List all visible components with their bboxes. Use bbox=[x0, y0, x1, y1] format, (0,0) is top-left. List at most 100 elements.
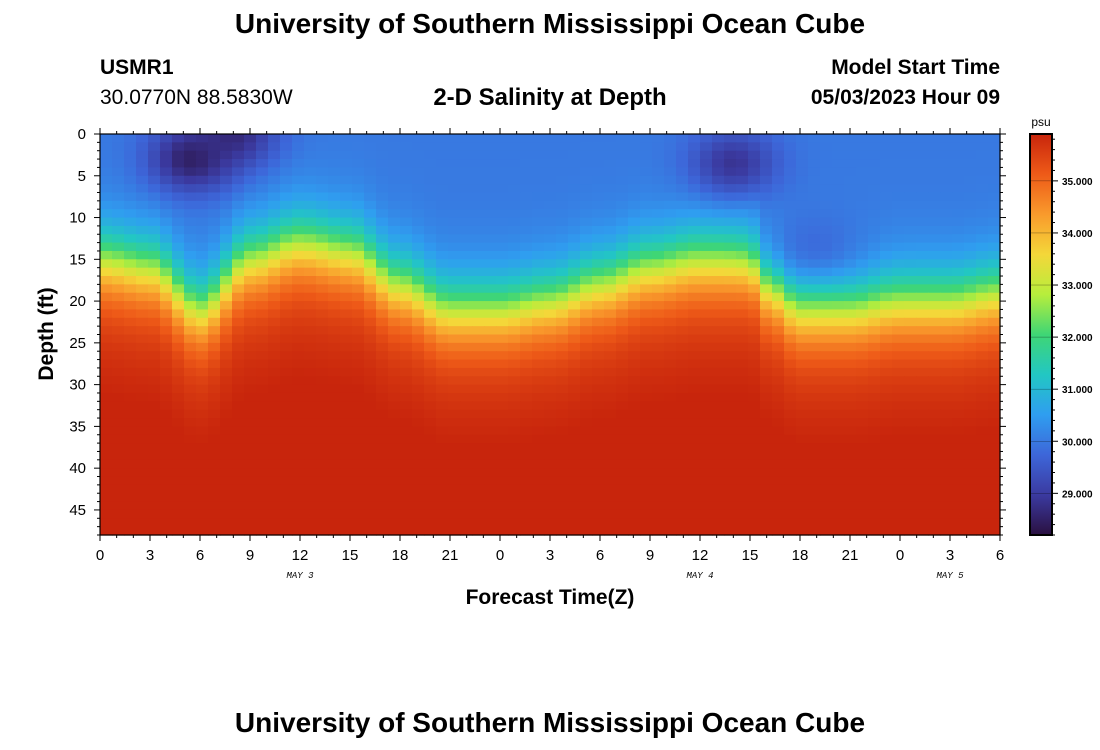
heatmap-cell bbox=[976, 309, 989, 319]
heatmap-cell bbox=[124, 142, 137, 152]
heatmap-cell bbox=[184, 159, 197, 169]
heatmap-cell bbox=[712, 309, 725, 319]
heatmap-cell bbox=[688, 526, 701, 536]
heatmap-cell bbox=[544, 167, 557, 177]
heatmap-cell bbox=[760, 167, 773, 177]
heatmap-cell bbox=[952, 184, 965, 194]
heatmap-cell bbox=[496, 192, 509, 202]
heatmap-cell bbox=[256, 501, 269, 511]
heatmap-cell bbox=[472, 401, 485, 411]
heatmap-cell bbox=[688, 309, 701, 319]
heatmap-cell bbox=[472, 392, 485, 402]
heatmap-cell bbox=[136, 175, 149, 185]
heatmap-cell bbox=[940, 351, 953, 361]
heatmap-cell bbox=[124, 175, 137, 185]
heatmap-cell bbox=[484, 392, 497, 402]
heatmap-cell bbox=[328, 342, 341, 352]
heatmap-cell bbox=[772, 434, 785, 444]
heatmap-cell bbox=[952, 367, 965, 377]
heatmap-cell bbox=[580, 259, 593, 269]
heatmap-cell bbox=[244, 326, 257, 336]
heatmap-cell bbox=[316, 342, 329, 352]
heatmap-cell bbox=[952, 392, 965, 402]
heatmap-cell bbox=[808, 159, 821, 169]
heatmap-cell bbox=[808, 150, 821, 160]
heatmap-cell bbox=[484, 518, 497, 528]
heatmap-cell bbox=[964, 276, 977, 285]
heatmap-cell bbox=[316, 284, 329, 294]
heatmap-cell bbox=[916, 392, 929, 402]
heatmap-cell bbox=[388, 426, 401, 436]
heatmap-cell bbox=[340, 501, 353, 511]
heatmap-cell bbox=[832, 134, 845, 143]
heatmap-cell bbox=[952, 175, 965, 185]
heatmap-cell bbox=[940, 342, 953, 352]
heatmap-cell bbox=[700, 518, 713, 528]
heatmap-cell bbox=[988, 134, 1001, 143]
heatmap-cell bbox=[376, 134, 389, 143]
heatmap-cell bbox=[292, 359, 305, 369]
heatmap-cell bbox=[436, 493, 449, 503]
heatmap-cell bbox=[580, 284, 593, 294]
heatmap-cell bbox=[988, 159, 1001, 169]
heatmap-cell bbox=[796, 518, 809, 528]
heatmap-cell bbox=[460, 326, 473, 336]
heatmap-cell bbox=[688, 317, 701, 327]
heatmap-cell bbox=[220, 459, 233, 469]
heatmap-cell bbox=[544, 284, 557, 294]
heatmap-cell bbox=[388, 284, 401, 294]
heatmap-cell bbox=[304, 217, 317, 227]
heatmap-cell bbox=[328, 484, 341, 494]
heatmap-cell bbox=[496, 175, 509, 185]
heatmap-cell bbox=[112, 501, 125, 511]
heatmap-cell bbox=[940, 175, 953, 185]
heatmap-cell bbox=[280, 367, 293, 377]
heatmap-cell bbox=[328, 259, 341, 269]
heatmap-cell bbox=[340, 150, 353, 160]
heatmap-cell bbox=[220, 426, 233, 436]
heatmap-cell bbox=[460, 401, 473, 411]
heatmap-cell bbox=[748, 175, 761, 185]
heatmap-cell bbox=[148, 159, 161, 169]
heatmap-cell bbox=[172, 250, 185, 260]
heatmap-cell bbox=[616, 200, 629, 210]
heatmap-cell bbox=[880, 200, 893, 210]
heatmap-cell bbox=[196, 493, 209, 503]
heatmap-cell bbox=[652, 242, 665, 252]
heatmap-cell bbox=[832, 326, 845, 336]
heatmap-cell bbox=[964, 175, 977, 185]
heatmap-cell bbox=[304, 259, 317, 269]
heatmap-cell bbox=[604, 526, 617, 536]
heatmap-cell bbox=[112, 292, 125, 302]
heatmap-cell bbox=[352, 259, 365, 269]
heatmap-cell bbox=[256, 509, 269, 519]
heatmap-cell bbox=[556, 392, 569, 402]
y-tick-label: 40 bbox=[69, 460, 86, 477]
heatmap-cell bbox=[484, 167, 497, 177]
heatmap-cell bbox=[472, 301, 485, 311]
heatmap-cell bbox=[904, 401, 917, 411]
heatmap-cell bbox=[904, 509, 917, 519]
heatmap-cell bbox=[112, 409, 125, 419]
heatmap-cell bbox=[568, 142, 581, 152]
heatmap-cell bbox=[964, 167, 977, 177]
heatmap-cell bbox=[256, 518, 269, 528]
heatmap-cell bbox=[712, 501, 725, 511]
heatmap-cell bbox=[832, 301, 845, 311]
heatmap-cell bbox=[952, 309, 965, 319]
heatmap-cell bbox=[112, 167, 125, 177]
heatmap-cell bbox=[160, 175, 173, 185]
heatmap-cell bbox=[844, 159, 857, 169]
heatmap-cell bbox=[580, 250, 593, 260]
heatmap-cell bbox=[556, 217, 569, 227]
heatmap-cell bbox=[676, 509, 689, 519]
heatmap-cell bbox=[796, 309, 809, 319]
heatmap-cell bbox=[304, 317, 317, 327]
heatmap-cell bbox=[652, 418, 665, 427]
heatmap-cell bbox=[520, 526, 533, 536]
heatmap-cell bbox=[748, 376, 761, 386]
heatmap-cell bbox=[976, 418, 989, 427]
heatmap-cell bbox=[928, 493, 941, 503]
heatmap-cell bbox=[856, 242, 869, 252]
heatmap-cell bbox=[952, 501, 965, 511]
